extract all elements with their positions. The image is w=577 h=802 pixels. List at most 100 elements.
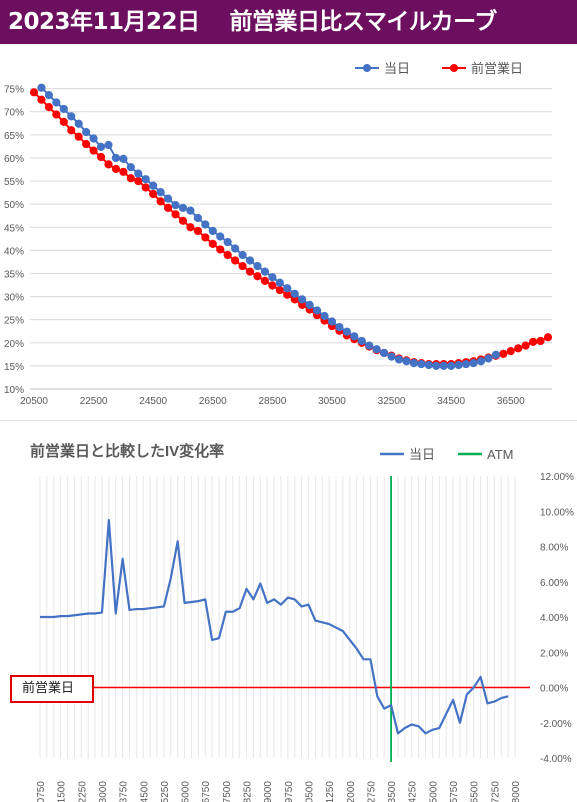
data-point (111, 153, 121, 163)
data-point (52, 98, 61, 107)
data-point (96, 142, 106, 151)
data-point (111, 164, 121, 174)
legend-marker (450, 64, 458, 72)
y-tick-label: 30% (4, 293, 24, 304)
data-point (223, 250, 232, 260)
data-point (335, 322, 344, 332)
data-point (141, 175, 150, 184)
data-point (126, 163, 135, 172)
data-point (409, 359, 419, 368)
x-tick-label: 28250 (243, 781, 254, 802)
x-tick-label: 38000 (511, 781, 522, 802)
x-tick-label: 21500 (57, 781, 68, 802)
x-tick-label: 34250 (408, 781, 419, 802)
data-point (141, 183, 150, 192)
data-point (119, 167, 128, 176)
data-point (461, 359, 471, 369)
page-header: 2023年11月22日 前営業日比スマイルカーブ (0, 0, 577, 44)
data-point (238, 261, 247, 271)
data-point (238, 250, 247, 260)
data-point (260, 267, 270, 276)
x-tick-label: 26000 (181, 781, 192, 802)
legend-label: ATM (487, 447, 513, 462)
x-tick-label: 36500 (470, 781, 481, 802)
data-point (536, 336, 545, 346)
data-point (134, 169, 143, 178)
data-point (82, 127, 91, 137)
data-point (37, 95, 46, 104)
y-tick-label: 10% (4, 385, 24, 396)
data-point (223, 237, 232, 247)
y-tick-label: 6.00% (540, 578, 568, 589)
data-point (149, 189, 158, 199)
x-tick-label: 34500 (437, 396, 465, 407)
chart-divider (0, 420, 577, 421)
data-point (402, 357, 411, 366)
data-point (365, 341, 374, 350)
data-point (275, 278, 284, 287)
data-point (245, 267, 255, 276)
data-point (529, 337, 538, 346)
data-point (491, 350, 500, 359)
data-point (439, 361, 448, 370)
data-point (186, 206, 195, 215)
data-point (387, 352, 396, 361)
x-tick-label: 35000 (428, 781, 439, 802)
data-point (253, 261, 262, 271)
legend-label: 当日 (409, 447, 435, 462)
data-point (126, 174, 135, 183)
data-point (342, 327, 351, 336)
y-tick-label: 70% (4, 108, 24, 119)
x-tick-label: 22500 (80, 396, 108, 407)
x-tick-label: 33500 (387, 781, 398, 802)
data-point (96, 152, 106, 162)
data-point (37, 83, 46, 92)
data-point (320, 311, 329, 321)
data-point (268, 281, 277, 290)
x-tick-label: 22250 (77, 781, 88, 802)
y-tick-label: 10.00% (540, 507, 574, 518)
data-point (52, 110, 61, 119)
data-point (44, 90, 53, 100)
data-point (268, 273, 277, 282)
data-point (216, 232, 225, 241)
data-point (469, 359, 478, 368)
x-tick-label: 23750 (119, 781, 130, 802)
data-point (350, 332, 359, 341)
data-point (119, 154, 128, 163)
y-tick-label: 40% (4, 246, 24, 257)
y-tick-label: 45% (4, 223, 24, 234)
x-tick-label: 32750 (366, 781, 377, 802)
data-point (357, 336, 366, 346)
data-point (29, 88, 39, 97)
data-point (134, 176, 143, 186)
y-tick-label: 25% (4, 316, 24, 327)
data-point (89, 146, 98, 155)
data-point (417, 359, 426, 369)
x-tick-label: 24500 (139, 781, 150, 802)
data-point (156, 188, 165, 197)
data-point (67, 126, 76, 135)
data-point (521, 341, 530, 350)
data-point (149, 181, 158, 190)
data-point (253, 272, 262, 281)
x-tick-label: 32000 (346, 781, 357, 802)
x-tick-label: 26500 (199, 396, 227, 407)
y-tick-label: 8.00% (540, 543, 568, 554)
data-point (372, 345, 381, 354)
x-tick-label: 30500 (304, 781, 315, 802)
x-tick-label: 30500 (318, 396, 346, 407)
data-point (156, 197, 165, 206)
x-tick-label: 27500 (222, 781, 233, 802)
data-point (201, 233, 210, 242)
iv-change-chart-title: 前営業日と比較したIV変化率 (30, 442, 224, 460)
x-tick-label: 29000 (263, 781, 274, 802)
data-point (260, 276, 270, 285)
x-tick-label: 32500 (378, 396, 406, 407)
data-point (231, 244, 240, 253)
x-tick-label: 28500 (258, 396, 286, 407)
data-point (163, 203, 173, 212)
data-point (44, 103, 53, 112)
data-point (394, 355, 404, 364)
x-tick-label: 20750 (36, 781, 47, 802)
